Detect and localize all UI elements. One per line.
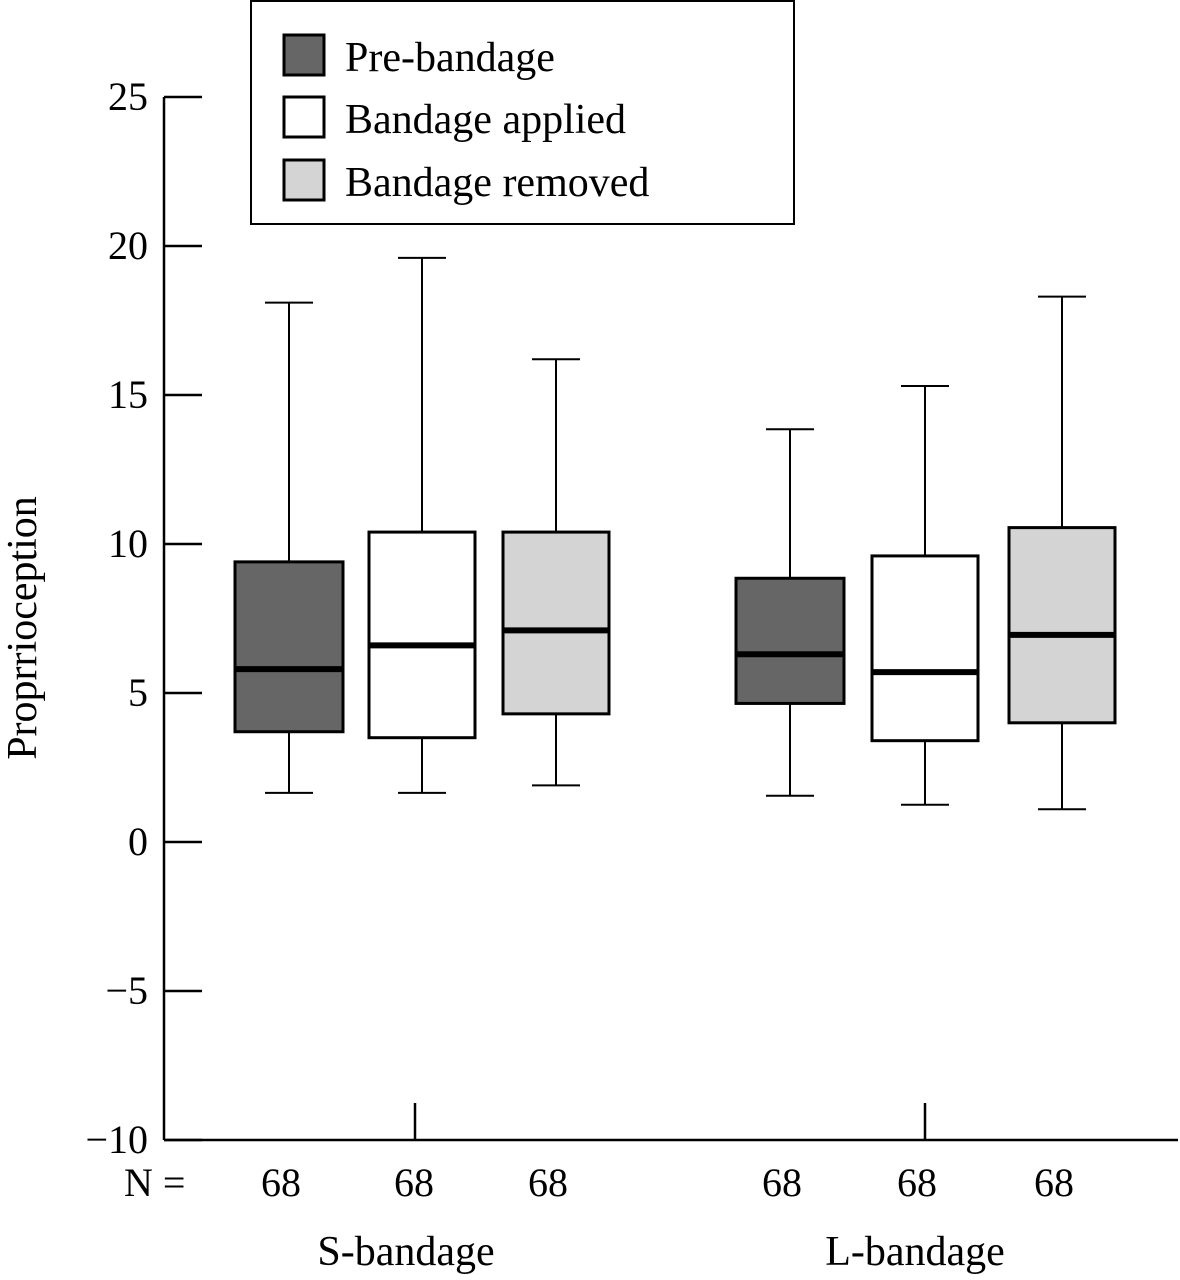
- n-value-label: 68: [528, 1160, 568, 1205]
- y-tick-label: 5: [128, 670, 148, 715]
- box-iqr: [233, 560, 345, 734]
- y-tick-label: 15: [108, 372, 148, 417]
- n-value-label: 68: [394, 1160, 434, 1205]
- y-tick-label: −10: [85, 1117, 148, 1162]
- legend: Pre-bandage Bandage applied Bandage remove…: [250, 0, 795, 225]
- legend-swatch: [282, 158, 326, 202]
- legend-swatch: [282, 33, 326, 77]
- box-bandage-applied: [367, 256, 477, 794]
- box-bandage-applied: [870, 385, 980, 806]
- group-label: L-bandage: [825, 1229, 1005, 1275]
- y-ticks: 25 20 15 10 5 0 −5 −10: [85, 74, 202, 1162]
- boxes: [233, 256, 1117, 811]
- legend-frame: [250, 0, 795, 225]
- n-value-label: 68: [1034, 1160, 1074, 1205]
- y-axis-title: Proprrioception: [0, 496, 46, 760]
- n-prefix-label: N =: [124, 1160, 185, 1205]
- group-labels: S-bandage L-bandage: [317, 1229, 1004, 1275]
- box-iqr: [501, 530, 611, 716]
- box-pre-bandage: [734, 428, 846, 797]
- box-iqr: [367, 530, 477, 740]
- box-bandage-removed: [501, 358, 611, 787]
- legend-label: Pre-bandage: [345, 35, 555, 81]
- y-tick-label: 10: [108, 521, 148, 566]
- n-value-label: 68: [762, 1160, 802, 1205]
- box-iqr: [1007, 526, 1117, 725]
- legend-item: Bandage removed: [282, 158, 649, 206]
- y-tick-label: −5: [105, 968, 148, 1013]
- legend-label: Bandage applied: [345, 97, 626, 143]
- legend-item: Pre-bandage: [282, 33, 555, 81]
- group-label: S-bandage: [317, 1229, 494, 1275]
- box-iqr: [870, 554, 980, 743]
- y-tick-label: 25: [108, 74, 148, 119]
- legend-label: Bandage removed: [345, 160, 649, 206]
- box-bandage-removed: [1007, 295, 1117, 811]
- y-tick-label: 0: [128, 819, 148, 864]
- y-tick-label: 20: [108, 223, 148, 268]
- n-labels: N = 68 68 68 68 68 68: [124, 1160, 1074, 1205]
- n-value-label: 68: [261, 1160, 301, 1205]
- box-iqr: [734, 576, 846, 705]
- group-ticks: [413, 1103, 927, 1140]
- legend-swatch: [282, 95, 326, 139]
- n-value-label: 68: [897, 1160, 937, 1205]
- box-pre-bandage: [233, 301, 345, 794]
- legend-item: Bandage applied: [282, 95, 626, 143]
